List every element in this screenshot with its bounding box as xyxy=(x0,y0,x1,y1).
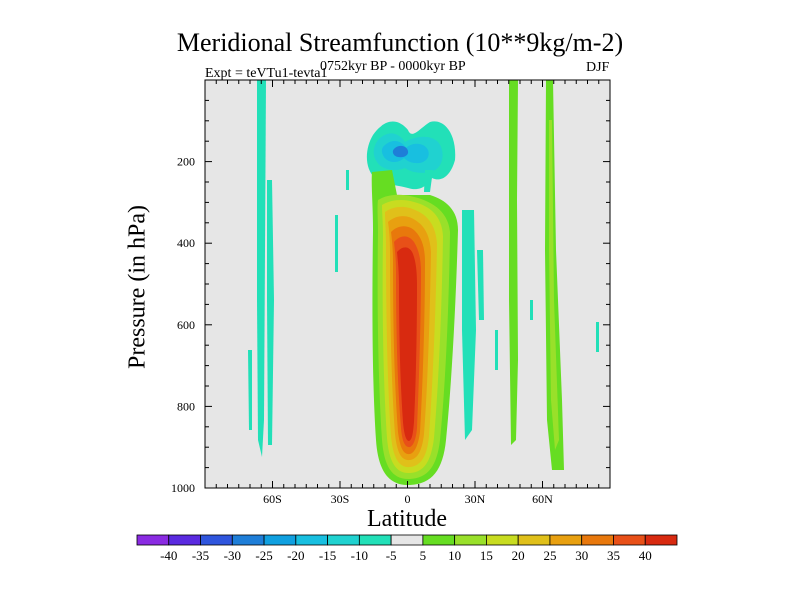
x-tick-label: 60S xyxy=(263,492,282,506)
colorbar-swatch xyxy=(644,534,678,546)
season-label: DJF xyxy=(586,60,610,75)
colorbar-swatch xyxy=(231,534,265,546)
y-tick-label: 400 xyxy=(177,236,195,250)
colorbar-swatch xyxy=(549,534,583,546)
contour-band-sh-1 xyxy=(257,80,266,457)
colorbar-swatch xyxy=(486,534,519,546)
colorbar-swatch xyxy=(200,534,233,546)
contour-band-sh-5 xyxy=(346,170,349,190)
colorbar: -40 -35 -30 -25 -20 -15 -10 -5 5 10 15 20 25 30 35 40 xyxy=(136,534,678,563)
contour-band-nh-3 xyxy=(495,330,498,370)
y-tick-label: 200 xyxy=(177,155,195,169)
x-tick-label: 60N xyxy=(532,492,553,506)
colorbar-label: -35 xyxy=(192,548,209,563)
colorbar-label: -30 xyxy=(224,548,241,563)
colorbar-label: 35 xyxy=(607,548,620,563)
colorbar-swatch xyxy=(390,534,424,546)
colorbar-swatch xyxy=(136,534,170,546)
contour-band-sh-2 xyxy=(267,180,274,445)
colorbar-swatch xyxy=(581,534,614,546)
colorbar-swatch xyxy=(517,534,551,546)
colorbar-swatch xyxy=(422,534,456,546)
colorbar-label: -40 xyxy=(160,548,177,563)
colorbar-label: -15 xyxy=(319,548,336,563)
x-axis: 60S 30S 0 30N 60N xyxy=(204,80,611,506)
y-tick-label: 1000 xyxy=(171,481,195,495)
contour-band-nh-8 xyxy=(596,322,599,352)
experiment-label: Expt = teVTu1-tevta1 xyxy=(205,66,328,81)
x-tick-label: 30N xyxy=(465,492,486,506)
contour-tropical-band-40 xyxy=(397,247,417,441)
colorbar-label: 30 xyxy=(575,548,588,563)
period-label: 0752kyr BP - 0000kyr BP xyxy=(320,59,466,74)
colorbar-swatch xyxy=(358,534,392,546)
contour-upper-cell-spur xyxy=(424,170,433,192)
colorbar-label: -25 xyxy=(255,548,272,563)
contour-band-nh-6 xyxy=(549,120,559,450)
y-tick-label: 600 xyxy=(177,318,195,332)
colorbar-label: -20 xyxy=(287,548,304,563)
x-tick-label: 0 xyxy=(405,492,411,506)
colorbar-label: -5 xyxy=(386,548,397,563)
contour-band-sh-3 xyxy=(248,350,252,430)
contour-upper-cell-core xyxy=(392,145,409,158)
colorbar-label: 5 xyxy=(420,548,427,563)
colorbar-label: 25 xyxy=(543,548,556,563)
y-tick-label: 800 xyxy=(177,399,195,413)
y-axis: 200 400 600 800 1000 xyxy=(171,79,610,495)
colorbar-swatch xyxy=(168,534,201,546)
colorbar-swatch xyxy=(327,534,360,546)
colorbar-label: 40 xyxy=(639,548,652,563)
colorbar-swatch xyxy=(454,534,487,546)
chart-title: Meridional Streamfunction (10**9kg/m-2) xyxy=(176,28,624,57)
contour-fills xyxy=(248,80,599,486)
colorbar-label: 15 xyxy=(480,548,493,563)
colorbar-swatch xyxy=(613,534,646,546)
contour-band-nh-4 xyxy=(509,80,518,445)
contour-band-nh-1 xyxy=(462,210,476,440)
contour-band-nh-2 xyxy=(477,250,484,320)
x-tick-label: 30S xyxy=(331,492,350,506)
colorbar-swatch xyxy=(263,534,297,546)
colorbar-swatch xyxy=(295,534,328,546)
contour-band-sh-4 xyxy=(335,215,338,272)
colorbar-label: 20 xyxy=(512,548,525,563)
colorbar-label: -10 xyxy=(351,548,368,563)
contour-band-nh-7 xyxy=(530,300,533,320)
colorbar-label: 10 xyxy=(448,548,461,563)
x-axis-label: Latitude xyxy=(367,506,447,532)
